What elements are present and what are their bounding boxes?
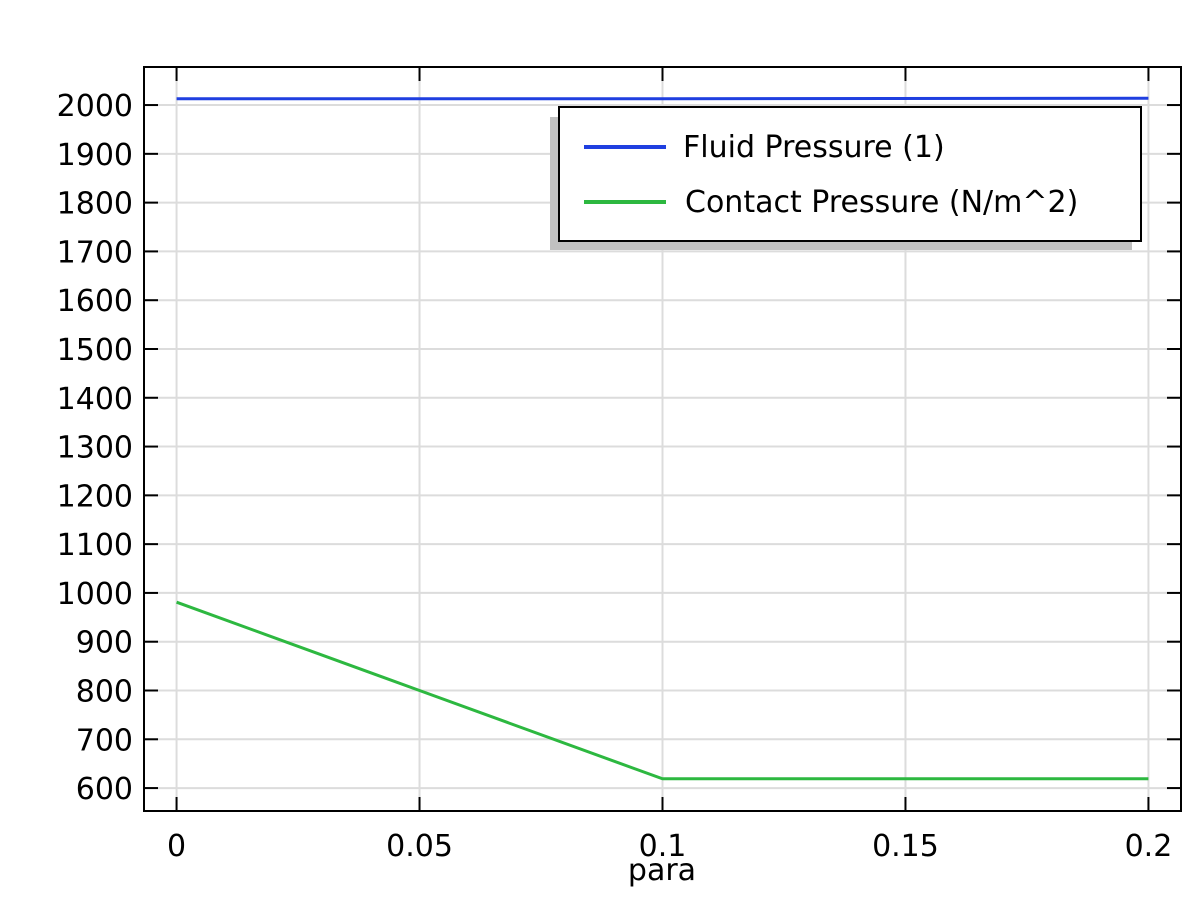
- series-lines: [176, 96, 1149, 781]
- axis-ticks: [144, 67, 1181, 811]
- x-tick-label: 0.1: [639, 829, 687, 864]
- y-tick-label: 1800: [57, 187, 133, 222]
- y-tick-label: 1300: [57, 431, 133, 466]
- y-tick-label: 800: [76, 674, 133, 709]
- y-tick-label: 1000: [57, 577, 133, 612]
- x-tick-label: 0.05: [386, 829, 453, 864]
- y-tick-labels: 600 700 800 900 1000 1100 1200 1300 1400 1500 1600…: [57, 89, 133, 807]
- legend: Fluid Pressure (1) Contact Pressure (N/m…: [550, 106, 1142, 250]
- x-tick-label: 0.2: [1125, 829, 1173, 864]
- series-line-fluid-pressure: [176, 96, 1149, 101]
- legend-label-contact-pressure: Contact Pressure (N/m^2): [685, 185, 1078, 220]
- x-tick-labels: 0 0.05 0.1 0.15 0.2: [167, 829, 1172, 864]
- y-tick-label: 1500: [57, 333, 133, 368]
- legend-label-fluid-pressure: Fluid Pressure (1): [683, 130, 945, 165]
- y-tick-label: 900: [76, 626, 133, 661]
- y-tick-label: 1900: [57, 138, 133, 173]
- y-tick-label: 1700: [57, 235, 133, 270]
- legend-box: [558, 106, 1142, 242]
- y-tick-label: 2000: [57, 89, 133, 124]
- y-tick-label: 700: [76, 723, 133, 758]
- y-tick-label: 1200: [57, 479, 133, 514]
- series-line-contact-pressure: [176, 600, 1149, 781]
- y-tick-label: 1400: [57, 382, 133, 417]
- y-tick-label: 600: [76, 772, 133, 807]
- x-axis-title: para: [628, 853, 696, 888]
- y-tick-label: 1600: [57, 284, 133, 319]
- x-tick-label: 0.15: [872, 829, 939, 864]
- y-tick-label: 1100: [57, 528, 133, 563]
- x-tick-label: 0: [167, 829, 186, 864]
